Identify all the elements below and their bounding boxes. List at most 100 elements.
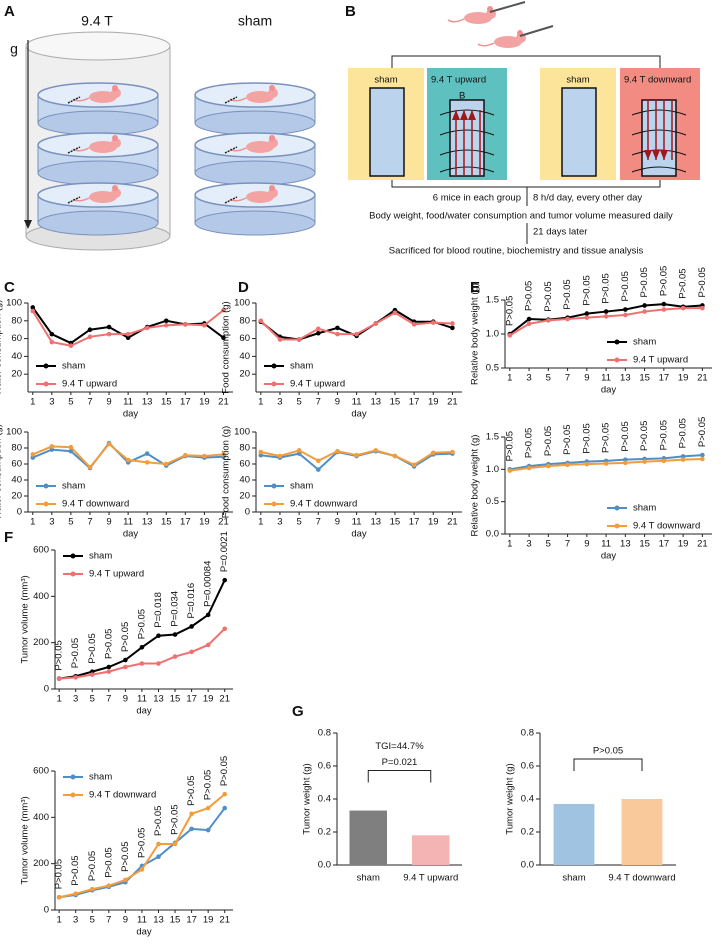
x-tick-label: 19 xyxy=(203,694,214,705)
x-tick-label: 3 xyxy=(277,517,282,528)
x-axis-label: day xyxy=(136,927,152,938)
bracket xyxy=(391,180,661,206)
point xyxy=(144,325,150,331)
p-value: P>0.05 xyxy=(219,756,230,786)
x-tick-label: 9 xyxy=(123,694,128,705)
point xyxy=(205,827,211,833)
legend-swatch xyxy=(70,792,76,798)
cage xyxy=(561,87,597,177)
x-axis-label: day xyxy=(123,529,139,540)
y-tick-label: 0.5 xyxy=(486,363,499,374)
point xyxy=(73,891,78,897)
gravity-arrow xyxy=(24,220,32,229)
p-value: P>0.05 xyxy=(186,775,197,805)
y-tick-label: 100 xyxy=(234,427,250,438)
point xyxy=(30,455,36,460)
point xyxy=(450,325,455,331)
point xyxy=(450,321,455,326)
legend-label: sham xyxy=(89,551,112,562)
legend-swatch xyxy=(43,483,49,489)
legend-label: 9.4 T upward xyxy=(290,379,345,390)
point xyxy=(156,841,161,847)
x-tick-label: 15 xyxy=(639,539,650,550)
y-tick-label: 0.8 xyxy=(521,728,534,739)
dish xyxy=(38,83,158,135)
point xyxy=(202,453,207,459)
point xyxy=(172,654,178,659)
series-line xyxy=(31,309,225,347)
panel-label: F xyxy=(4,529,13,546)
dish xyxy=(38,183,158,235)
point xyxy=(335,331,340,337)
p-value: P>0.05 xyxy=(504,431,515,461)
x-tick-label: 17 xyxy=(180,397,191,408)
y-tick-label: 400 xyxy=(33,591,49,602)
p-value: P=0.016 xyxy=(186,583,197,619)
point xyxy=(30,452,36,457)
x-tick-label: 3 xyxy=(73,694,78,705)
p-value: P>0.05 xyxy=(678,268,689,298)
point xyxy=(354,331,359,337)
x-tick-label: 5 xyxy=(90,915,95,926)
legend-swatch xyxy=(614,357,620,363)
point xyxy=(221,335,226,341)
x-tick-label: 13 xyxy=(142,397,153,408)
y-tick-label: 0.6 xyxy=(521,761,534,772)
x-tick-label: 7 xyxy=(106,915,111,926)
box-label: 9.4 T upward xyxy=(431,75,486,86)
point xyxy=(680,454,686,459)
x-tick-label: 15 xyxy=(161,517,172,528)
point xyxy=(411,322,417,327)
point xyxy=(700,452,705,458)
point xyxy=(526,316,532,322)
point xyxy=(144,451,150,456)
point xyxy=(642,303,647,308)
y-tick-label: 0.5 xyxy=(486,496,499,507)
x-tick-label: 15 xyxy=(170,915,181,926)
x-tick-label: 9 xyxy=(584,539,589,550)
y-axis-label: Tumor weight (g) xyxy=(302,763,313,834)
y-tick-label: 20 xyxy=(11,369,22,380)
x-tick-label: 13 xyxy=(370,397,381,408)
point xyxy=(430,320,436,325)
point xyxy=(144,460,150,465)
x-tick-label: 17 xyxy=(186,915,197,926)
y-tick-label: 200 xyxy=(33,637,49,648)
x-tick-label: 15 xyxy=(639,373,650,384)
mouse xyxy=(477,29,527,49)
point xyxy=(258,449,264,455)
point xyxy=(642,459,647,464)
y-tick-label: 0.0 xyxy=(521,860,534,871)
p-value: P>0.05 xyxy=(658,420,669,450)
dish xyxy=(195,183,315,235)
point xyxy=(183,452,188,458)
y-tick-label: 100 xyxy=(6,298,22,309)
box-label: sham xyxy=(374,75,397,86)
x-tick-label: sham xyxy=(562,873,585,884)
x-tick-label: 21 xyxy=(219,694,230,705)
y-tick-label: 1.0 xyxy=(486,329,499,340)
x-tick-label: 7 xyxy=(565,373,570,384)
cage xyxy=(369,87,405,177)
y-tick-label: 60 xyxy=(239,459,250,470)
x-tick-label: 15 xyxy=(161,397,172,408)
p-value: P>0.05 xyxy=(103,847,114,877)
point xyxy=(49,331,55,337)
x-tick-label: 1 xyxy=(56,915,61,926)
x-tick-label: 3 xyxy=(49,517,54,528)
y-axis-label: Food consumption (g) xyxy=(221,426,232,518)
legend-label: sham xyxy=(633,337,656,348)
step: 21 days later xyxy=(533,227,587,238)
p-value: P>0.05 xyxy=(203,770,214,800)
y-tick-label: 100 xyxy=(234,298,250,309)
point xyxy=(163,318,169,324)
x-tick-label: 1 xyxy=(258,517,263,528)
field-line xyxy=(647,100,673,160)
x-tick-label: 19 xyxy=(199,397,210,408)
point xyxy=(106,331,112,337)
point xyxy=(163,461,169,467)
point xyxy=(354,452,359,458)
diagram-a: 9.4 T sham g xyxy=(10,13,315,251)
point xyxy=(189,649,194,655)
